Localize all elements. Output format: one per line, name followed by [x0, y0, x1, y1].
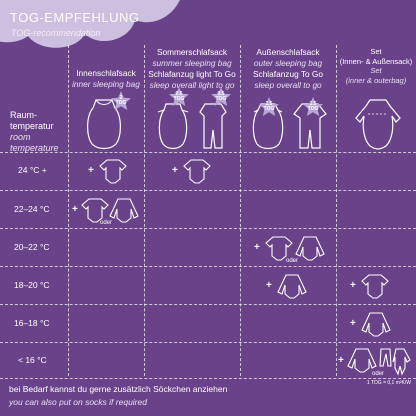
longsleeve-bodysuit-icon: [277, 274, 307, 299]
star-badge-icon: 1.5 TOG: [302, 96, 324, 118]
star-badge-icon: 2 TOG: [110, 90, 132, 112]
sleeping-bag-icon: [157, 103, 189, 150]
sleep-overall-icon: [199, 103, 227, 149]
column-header-summer-bag: Sommerschlafsack summer sleeping bag Sch…: [148, 47, 236, 90]
page-subtitle: TOG-recommendation: [11, 28, 101, 38]
grid-line-horizontal: [0, 378, 416, 379]
grid-line-vertical: [240, 45, 241, 376]
plus-symbol: +: [172, 165, 178, 176]
grid-line-horizontal: [0, 152, 416, 153]
row-header-temperature: Raum- temperatur room temperature: [10, 110, 59, 153]
grid-line-vertical: [336, 45, 337, 376]
column-header-inner-bag: Innenschlafsack inner sleeping bag: [72, 68, 140, 89]
oder-label: oder: [100, 220, 113, 226]
star-badge-icon: 0.5 TOG: [168, 86, 190, 108]
grid-line-horizontal: [0, 228, 416, 229]
plus-symbol: +: [338, 355, 344, 366]
column-header-set: Set (Innen- & Außensack) Set (inner & ou…: [339, 47, 413, 85]
sleep-overall-icon: [293, 103, 327, 149]
grid-line-horizontal: [0, 304, 416, 305]
row-label-temperature: < 16 °C: [18, 355, 47, 365]
row-label-temperature: 24 °C +: [18, 165, 47, 175]
star-badge-icon: 1.5 TOG: [258, 96, 280, 118]
bodysuit-icon: [361, 274, 389, 299]
column-header-outer-bag: Außenschlafsack outer sleeping bag Schla…: [253, 47, 323, 90]
bodysuit-icon: [183, 159, 211, 184]
sleeping-bag-icon: [87, 99, 121, 150]
sleeping-bag-icon: [252, 103, 284, 150]
bodysuit-icon: [81, 198, 109, 223]
plus-symbol: +: [350, 280, 356, 291]
longsleeve-bodysuit-icon: [109, 198, 139, 223]
star-badge-icon: 0.5 TOG: [210, 86, 232, 108]
row-label-temperature: 18–20 °C: [14, 280, 50, 290]
tog-unit-note: 1 TOG = 0,1 m²K/W: [366, 380, 411, 386]
plus-symbol: +: [88, 165, 94, 176]
footnote-en: you can also put on socks if required: [9, 397, 147, 407]
footnote-de: bei Bedarf kannst du gerne zusätzlich Sö…: [9, 384, 228, 394]
sleeping-bag-icon: [355, 99, 401, 150]
cloud-icon: [0, 0, 180, 48]
grid-line-vertical: [68, 45, 69, 376]
grid-line-horizontal: [0, 342, 416, 343]
pajama-icon: [379, 348, 411, 376]
longsleeve-bodysuit-icon: [347, 348, 377, 373]
plus-symbol: +: [350, 318, 356, 329]
page-title: TOG-EMPFEHLUNG: [10, 10, 140, 25]
plus-symbol: +: [72, 204, 78, 215]
oder-label: oder: [372, 371, 385, 377]
bodysuit-icon: [265, 236, 293, 261]
row-label-temperature: 20–22 °C: [14, 242, 50, 252]
longsleeve-bodysuit-icon: [361, 312, 391, 337]
row-label-temperature: 22–24 °C: [14, 204, 50, 214]
longsleeve-bodysuit-icon: [295, 236, 325, 261]
oder-label: oder: [286, 258, 299, 264]
row-label-temperature: 16–18 °C: [14, 318, 50, 328]
bodysuit-icon: [99, 159, 127, 184]
plus-symbol: +: [266, 280, 272, 291]
grid-line-horizontal: [0, 266, 416, 267]
grid-line-vertical: [144, 45, 145, 376]
plus-symbol: +: [254, 242, 260, 253]
grid-line-horizontal: [0, 190, 416, 191]
